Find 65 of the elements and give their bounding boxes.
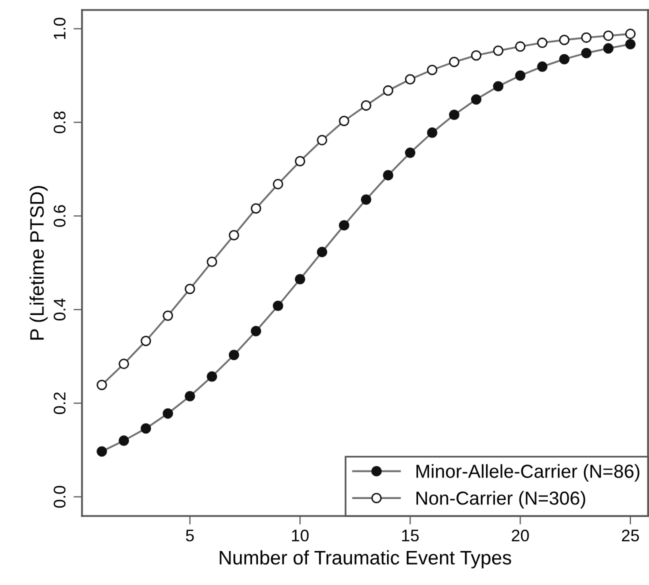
- point: [206, 371, 218, 382]
- point: [118, 358, 130, 370]
- point: [118, 435, 130, 446]
- point: [404, 74, 416, 84]
- point: [559, 54, 570, 64]
- x-tick-label: 20: [512, 530, 529, 542]
- point: [360, 100, 372, 111]
- y-axis-title: P (Lifetime PTSD): [30, 186, 48, 340]
- point: [382, 170, 394, 180]
- point: [559, 34, 570, 46]
- point: [228, 230, 240, 240]
- point: [294, 156, 306, 166]
- point: [360, 194, 372, 205]
- y-tick-label: 0.2: [54, 392, 66, 414]
- y-tick-label: 1.0: [54, 18, 66, 40]
- point: [338, 220, 350, 231]
- point: [382, 85, 394, 96]
- point: [625, 28, 636, 40]
- point: [471, 50, 482, 61]
- point: [338, 116, 350, 126]
- point: [140, 336, 152, 346]
- point: [272, 300, 284, 312]
- point: [162, 408, 174, 419]
- point: [603, 30, 614, 41]
- point: [250, 203, 262, 214]
- x-tick-label: 5: [186, 530, 194, 542]
- point: [404, 148, 416, 158]
- point: [448, 56, 460, 68]
- point: [493, 81, 504, 92]
- legend-label: Minor-Allele-Carrier (N=86): [416, 464, 640, 482]
- point: [316, 246, 328, 258]
- point: [581, 32, 592, 43]
- point: [493, 46, 504, 56]
- point: [250, 326, 262, 336]
- point: [625, 38, 636, 50]
- x-axis-title: Number of Traumatic Event Types: [220, 550, 512, 568]
- point: [515, 70, 526, 81]
- point: [471, 94, 482, 105]
- x-tick-label: 25: [622, 530, 639, 542]
- y-tick-label: 0.0: [54, 486, 66, 508]
- point: [316, 134, 328, 146]
- point: [581, 48, 592, 58]
- x-tick-label: 15: [402, 530, 419, 542]
- point: [537, 38, 548, 48]
- point: [603, 43, 614, 54]
- legend-label: Non-Carrier (N=306): [416, 491, 586, 508]
- point: [96, 446, 108, 457]
- point: [294, 274, 306, 284]
- point: [184, 390, 196, 402]
- point: [537, 61, 548, 72]
- point: [515, 41, 526, 52]
- point: [184, 284, 196, 294]
- x-tick-label: 10: [292, 530, 309, 542]
- point: [272, 178, 284, 190]
- point: [206, 256, 218, 268]
- point: [426, 64, 438, 76]
- point: [448, 110, 460, 120]
- y-tick-label: 0.8: [54, 111, 66, 134]
- point: [140, 423, 152, 434]
- y-tick-label: 0.6: [54, 205, 66, 227]
- point: [426, 127, 438, 138]
- point: [228, 350, 240, 360]
- point: [162, 310, 174, 321]
- y-tick-label: 0.4: [54, 298, 66, 321]
- point: [96, 380, 108, 390]
